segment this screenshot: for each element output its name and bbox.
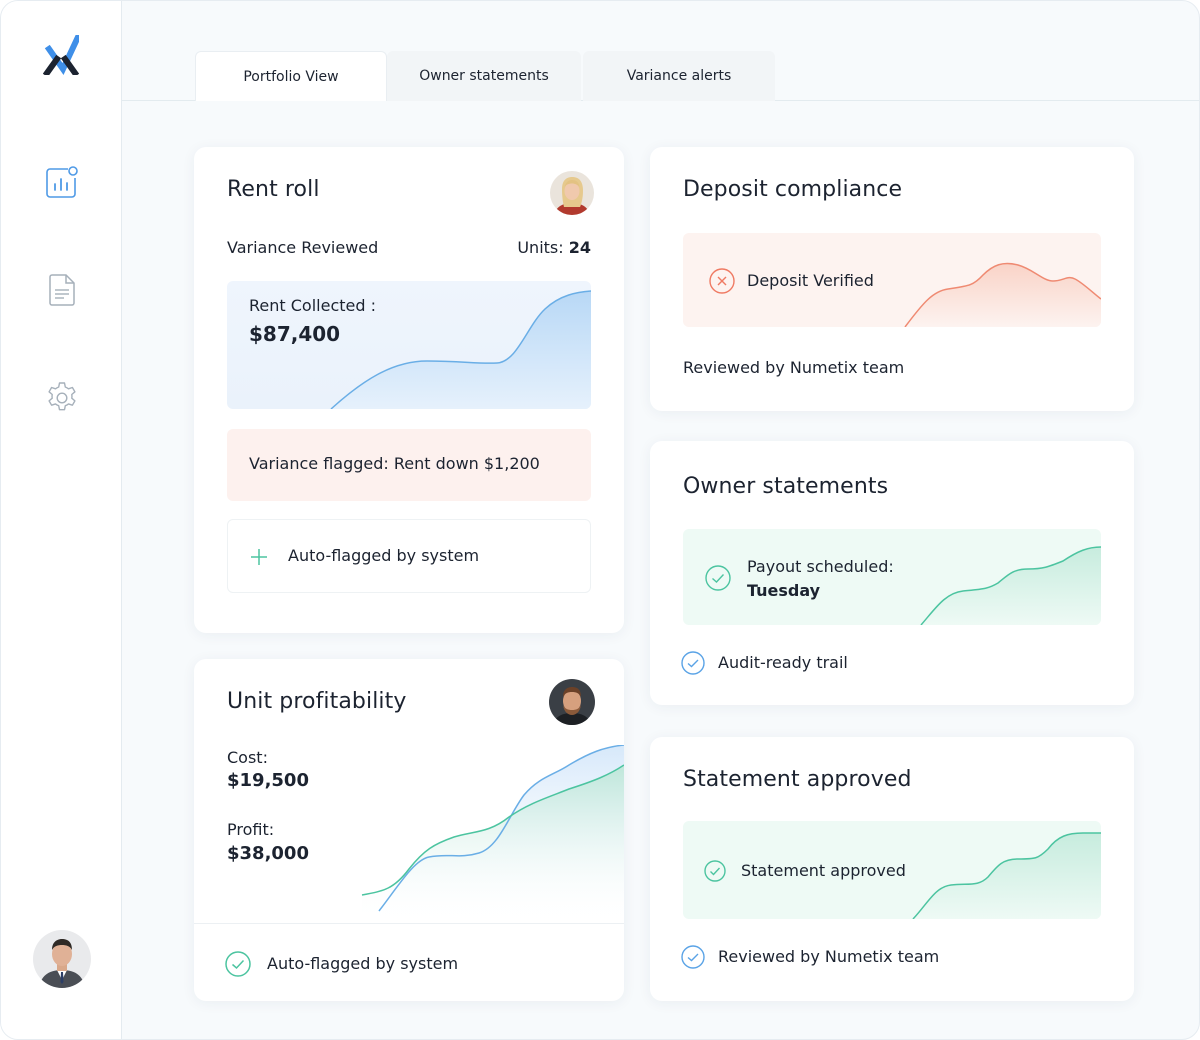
payout-day: Tuesday xyxy=(747,581,821,600)
payout-sparkline xyxy=(920,546,1101,625)
rent-collected-panel: Rent Collected : $87,400 xyxy=(227,281,591,409)
profit-label: Profit: xyxy=(227,820,275,839)
unit-profitability-card: Unit profitability Cost: $19,500 Profit:… xyxy=(194,659,624,1001)
variance-alert-box[interactable]: Variance flagged: Rent down $1,200 xyxy=(227,429,591,501)
reviewer-avatar xyxy=(550,171,594,215)
tab-label: Portfolio View xyxy=(243,68,339,85)
deposit-sparkline xyxy=(904,262,1101,327)
sidebar xyxy=(1,1,122,1039)
footer-text: Auto-flagged by system xyxy=(267,954,459,973)
statement-approved-card: Statement approved Statement approved xyxy=(650,737,1134,1001)
cost-profit-chart xyxy=(361,745,624,923)
cost-value: $19,500 xyxy=(227,770,309,791)
tab-label: Owner statements xyxy=(419,68,549,84)
numetix-logo-icon[interactable] xyxy=(43,35,79,75)
card-title: Owner statements xyxy=(683,474,889,499)
owner-statements-card: Owner statements Payout scheduled: Tuesd… xyxy=(650,441,1134,705)
footer-text: Reviewed by Numetix team xyxy=(718,947,940,966)
approval-sparkline xyxy=(912,832,1101,919)
footer-text: Audit-ready trail xyxy=(718,653,848,672)
card-title: Statement approved xyxy=(683,767,912,792)
tab-owner-statements[interactable]: Owner statements xyxy=(387,51,581,101)
check-circle-icon xyxy=(705,565,731,591)
card-title: Unit profitability xyxy=(227,689,407,714)
units-count: Units: 24 xyxy=(517,238,591,257)
approval-panel: Statement approved xyxy=(683,821,1101,919)
units-value: 24 xyxy=(568,238,591,257)
tab-portfolio-view[interactable]: Portfolio View xyxy=(195,51,387,101)
close-circle-icon xyxy=(709,268,735,294)
gear-icon[interactable] xyxy=(44,380,80,416)
auto-flag-row[interactable]: Auto-flagged by system xyxy=(227,519,591,593)
profit-value: $38,000 xyxy=(227,843,309,864)
payout-label: Payout scheduled: xyxy=(747,557,894,576)
rent-collected-label: Rent Collected : xyxy=(249,296,376,315)
rent-collected-sparkline xyxy=(330,290,591,409)
plus-icon xyxy=(251,549,267,565)
document-icon[interactable] xyxy=(44,272,80,308)
reviewer-avatar xyxy=(549,679,595,725)
card-title: Rent roll xyxy=(227,177,320,202)
footer-text: Reviewed by Numetix team xyxy=(683,358,905,377)
check-circle-icon xyxy=(681,651,705,675)
check-circle-icon xyxy=(704,860,726,882)
variance-text: Variance flagged: Rent down $1,200 xyxy=(249,454,540,473)
deposit-status-panel: Deposit Verified xyxy=(683,233,1101,327)
cost-label: Cost: xyxy=(227,748,268,767)
approval-status-text: Statement approved xyxy=(741,861,906,880)
dashboard-chart-icon[interactable] xyxy=(44,164,80,200)
card-title: Deposit compliance xyxy=(683,177,903,202)
deposit-status-text: Deposit Verified xyxy=(747,271,874,290)
payout-panel: Payout scheduled: Tuesday xyxy=(683,529,1101,625)
deposit-compliance-card: Deposit compliance Deposit Verified Revi… xyxy=(650,147,1134,411)
check-circle-icon xyxy=(681,945,705,969)
tab-label: Variance alerts xyxy=(626,68,732,84)
rent-roll-card: Rent roll Variance Reviewed Units: 24 xyxy=(194,147,624,633)
divider xyxy=(194,923,624,924)
rent-collected-value: $87,400 xyxy=(249,322,341,346)
check-circle-icon xyxy=(225,951,251,977)
user-avatar[interactable] xyxy=(33,930,91,988)
auto-flag-text: Auto-flagged by system xyxy=(288,546,480,565)
units-label: Units: xyxy=(517,238,564,257)
tab-variance-alerts[interactable]: Variance alerts xyxy=(583,51,775,101)
status-text: Variance Reviewed xyxy=(227,238,379,257)
